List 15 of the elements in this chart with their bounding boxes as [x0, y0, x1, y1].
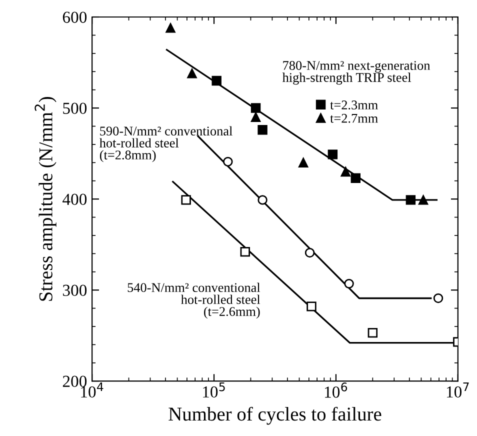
- y-axis-title: Stress amplitude (N/mm$^{2}$): [34, 96, 56, 301]
- x-axis-title: Number of cycles to failure: [168, 406, 382, 425]
- annotation: 590-N/mm² conventional hot-rolled steel (t=2.8mm): [100, 126, 232, 162]
- y-tick-label: 400: [62, 194, 87, 205]
- x-tick-label: 10$^{6}$: [325, 382, 348, 398]
- annotation: 540-N/mm² conventional hot-rolled steel (t=2.6mm): [128, 282, 260, 319]
- legend-label: t=2.7mm: [330, 114, 378, 123]
- y-tick-label: 200: [62, 376, 87, 388]
- annotation: 780-N/mm² next-generation high-strength TRIP steel: [282, 61, 430, 85]
- x-tick-label: 10$^{5}$: [203, 382, 225, 398]
- legend-label: t=2.3mm: [330, 100, 378, 110]
- y-tick-label: 600: [62, 12, 87, 23]
- x-tick-label: 10$^{7}$: [446, 382, 469, 398]
- y-tick-label: 500: [63, 102, 87, 114]
- y-tick-label: 300: [62, 284, 87, 296]
